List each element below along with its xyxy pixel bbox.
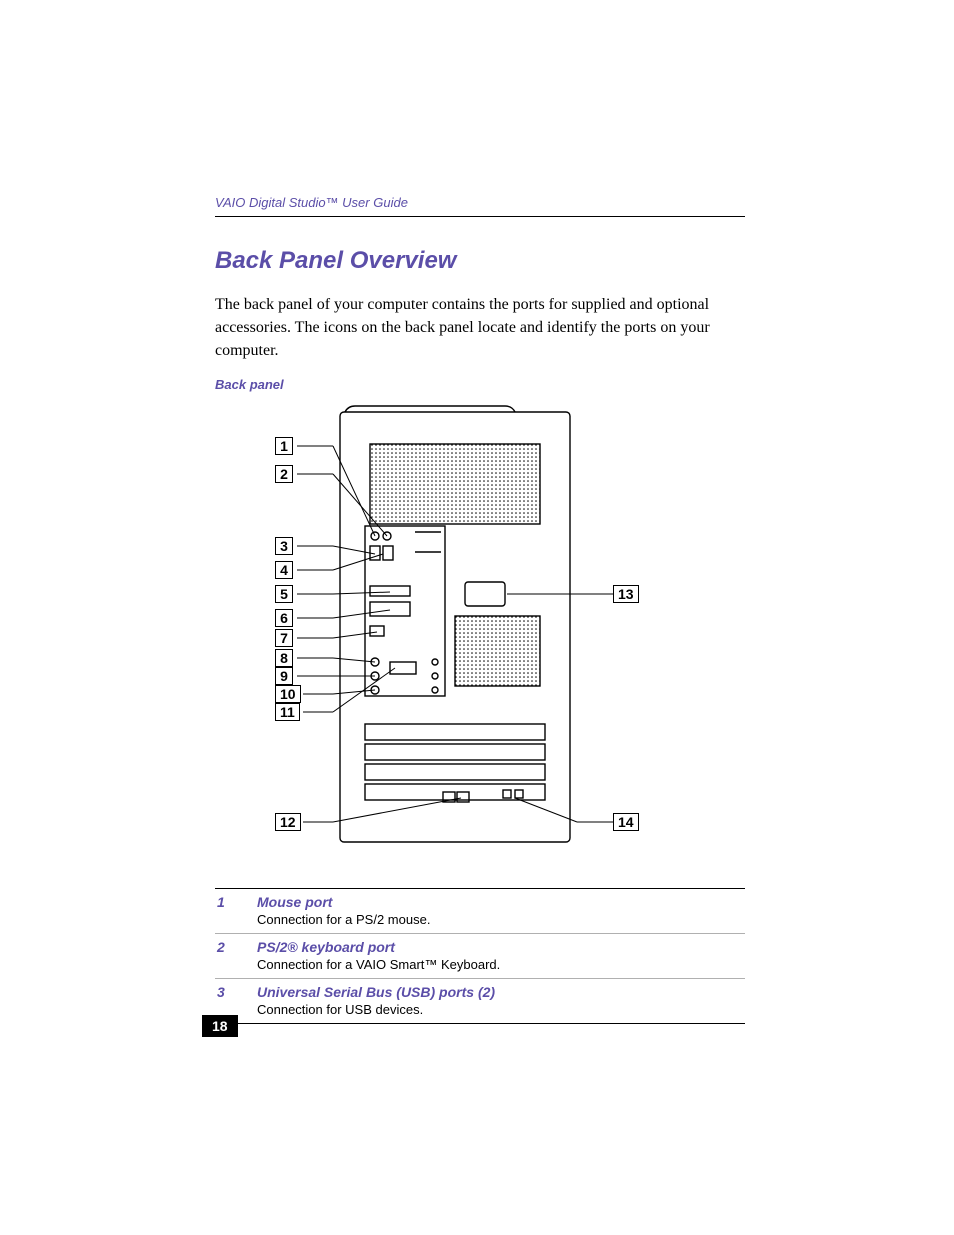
callout-8: 8 <box>275 649 293 667</box>
row-number: 3 <box>215 984 257 1017</box>
figure-caption: Back panel <box>215 377 745 392</box>
running-head: VAIO Digital Studio™ User Guide <box>215 195 745 217</box>
callout-12: 12 <box>275 813 301 831</box>
callout-1: 1 <box>275 437 293 455</box>
table-row: 2PS/2® keyboard port Connection for a VAI… <box>215 933 745 978</box>
row-label: Universal Serial Bus (USB) ports (2) <box>257 984 745 1000</box>
port-table: 1Mouse portConnection for a PS/2 mouse.2… <box>215 888 745 1024</box>
callout-9: 9 <box>275 667 293 685</box>
callout-11: 11 <box>275 703 300 721</box>
row-number: 2 <box>215 939 257 972</box>
figure: 1234567891011121314 <box>215 404 745 874</box>
page-content: VAIO Digital Studio™ User Guide Back Pan… <box>215 195 745 1024</box>
callout-2: 2 <box>275 465 293 483</box>
row-description: Connection for USB devices. <box>257 1002 745 1017</box>
table-row: 3Universal Serial Bus (USB) ports (2) Con… <box>215 978 745 1023</box>
callout-10: 10 <box>275 685 301 703</box>
page-number: 18 <box>202 1015 238 1037</box>
callout-3: 3 <box>275 537 293 555</box>
page-title: Back Panel Overview <box>215 247 745 275</box>
callout-13: 13 <box>613 585 639 603</box>
row-description: Connection for a VAIO Smart™ Keyboard. <box>257 957 745 972</box>
table-row: 1Mouse port Connection for a PS/2 mouse. <box>215 889 745 933</box>
back-panel-diagram <box>215 404 745 874</box>
callout-5: 5 <box>275 585 293 603</box>
row-label: PS/2® keyboard port <box>257 939 745 955</box>
body-paragraph: The back panel of your computer contains… <box>215 293 745 363</box>
callout-14: 14 <box>613 813 639 831</box>
callout-6: 6 <box>275 609 293 627</box>
callout-7: 7 <box>275 629 293 647</box>
callout-4: 4 <box>275 561 293 579</box>
row-description: Connection for a PS/2 mouse. <box>257 912 745 927</box>
row-label: Mouse port <box>257 894 745 910</box>
row-number: 1 <box>215 894 257 927</box>
